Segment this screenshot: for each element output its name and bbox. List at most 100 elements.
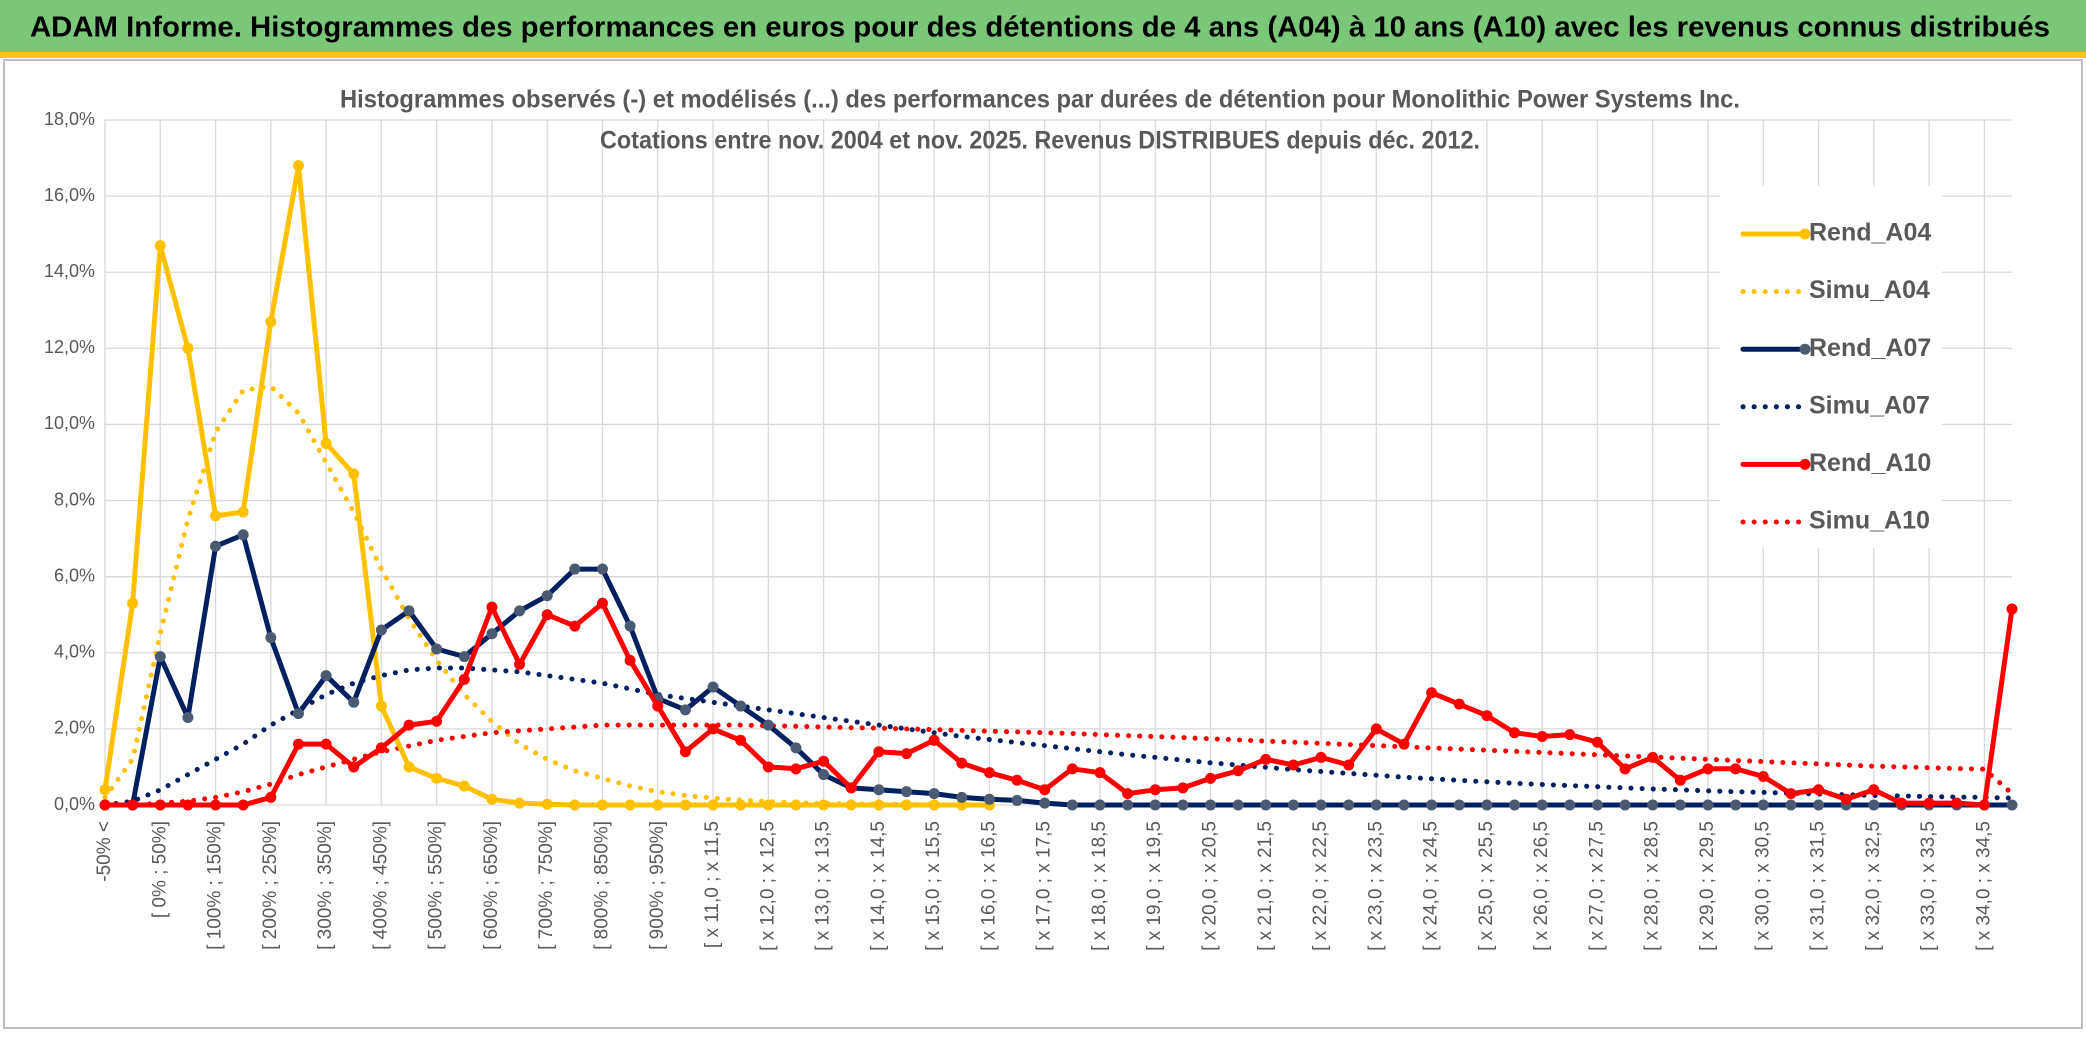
data-point xyxy=(210,510,222,522)
data-point xyxy=(154,651,166,663)
data-point xyxy=(1951,797,1963,809)
x-tick-label: [ x 12,0 ; x 12,5 xyxy=(757,821,778,951)
data-point xyxy=(1840,793,1852,805)
x-tick-label: [ x 34,0 ; x 34,5 xyxy=(1973,821,1994,951)
x-tick-label: [ x 20,0 ; x 20,5 xyxy=(1200,821,1221,951)
x-tick-label: [ 300% ; 350%] xyxy=(315,821,336,950)
data-point xyxy=(1094,799,1106,811)
data-point xyxy=(403,761,415,773)
data-point xyxy=(1591,799,1603,811)
x-tick-label: [ x 31,0 ; x 31,5 xyxy=(1808,821,1829,951)
data-point xyxy=(1564,729,1576,741)
x-tick-label: [ x 17,0 ; x 17,5 xyxy=(1034,821,1055,951)
data-point xyxy=(1122,799,1134,811)
data-point xyxy=(900,799,912,811)
y-tick-label: 8,0% xyxy=(54,489,95,509)
series-line xyxy=(102,600,2015,808)
data-point xyxy=(873,784,885,796)
data-point xyxy=(1232,765,1244,777)
data-point xyxy=(790,742,802,754)
data-point xyxy=(348,761,360,773)
data-point xyxy=(2006,799,2018,811)
data-point xyxy=(707,681,719,693)
series-line xyxy=(102,532,2015,808)
data-point xyxy=(1647,751,1659,763)
data-point xyxy=(348,696,360,708)
legend-marker xyxy=(1799,458,1811,470)
data-point xyxy=(1426,799,1438,811)
x-tick-label: [ 600% ; 650%] xyxy=(481,821,502,950)
data-point xyxy=(541,609,553,621)
y-tick-label: 2,0% xyxy=(54,718,95,738)
data-point xyxy=(1757,770,1769,782)
data-point xyxy=(1785,799,1797,811)
legend: Rend_A04 Simu_A04 Rend_A07 Simu_A07 Rend_A10… xyxy=(1740,219,1931,535)
data-point xyxy=(790,763,802,775)
data-point xyxy=(596,563,608,575)
x-tick-label: [ x 19,0 ; x 19,5 xyxy=(1144,821,1165,951)
data-point xyxy=(320,670,332,682)
x-tick-label: [ x 22,0 ; x 22,5 xyxy=(1310,821,1331,951)
x-tick-label: [ x 11,0 ; x 11,5 xyxy=(702,821,723,948)
y-tick-label: 0,0% xyxy=(54,794,95,814)
data-point xyxy=(2006,603,2018,615)
data-point xyxy=(679,799,691,811)
data-point xyxy=(458,780,470,792)
data-point xyxy=(1039,784,1051,796)
data-point xyxy=(237,506,249,518)
data-point xyxy=(182,342,194,354)
data-point xyxy=(1481,710,1493,722)
data-point xyxy=(486,793,498,805)
x-tick-label: [ x 28,0 ; x 28,5 xyxy=(1642,821,1663,951)
y-tick-label: 16,0% xyxy=(44,185,95,205)
data-point xyxy=(1813,799,1825,811)
data-point xyxy=(1509,727,1521,739)
data-point xyxy=(569,799,581,811)
data-point xyxy=(1343,759,1355,771)
data-point xyxy=(1232,799,1244,811)
data-point xyxy=(1453,799,1465,811)
data-point xyxy=(265,632,277,644)
data-point xyxy=(1287,759,1299,771)
data-point xyxy=(652,799,664,811)
data-point xyxy=(707,723,719,735)
data-point xyxy=(154,240,166,252)
data-point xyxy=(1730,763,1742,775)
data-point xyxy=(1398,738,1410,750)
data-point xyxy=(1619,763,1631,775)
data-point xyxy=(818,769,830,781)
x-tick-label: [ x 18,0 ; x 18,5 xyxy=(1089,821,1110,951)
data-point xyxy=(762,719,774,731)
y-tick-label: 4,0% xyxy=(54,642,95,662)
data-point xyxy=(1674,774,1686,786)
data-point xyxy=(596,597,608,609)
data-point xyxy=(1122,788,1134,800)
data-point xyxy=(1343,799,1355,811)
data-point xyxy=(1260,753,1272,765)
legend-marker xyxy=(1799,228,1811,240)
data-point xyxy=(292,738,304,750)
x-tick-label: -50% < xyxy=(94,821,115,882)
data-point xyxy=(707,799,719,811)
data-point xyxy=(983,793,995,805)
x-tick-label: [ x 32,0 ; x 32,5 xyxy=(1863,821,1884,951)
data-point xyxy=(624,620,636,632)
y-tick-label: 10,0% xyxy=(44,413,95,433)
data-point xyxy=(790,799,802,811)
data-point xyxy=(735,700,747,712)
legend-label: Simu_A10 xyxy=(1809,507,1930,535)
data-point xyxy=(375,624,387,636)
data-point xyxy=(292,160,304,172)
data-point xyxy=(900,786,912,798)
data-point xyxy=(1094,767,1106,779)
x-tick-label: [ 700% ; 750%] xyxy=(536,821,557,950)
data-point xyxy=(1039,797,1051,809)
data-point xyxy=(956,757,968,769)
data-point xyxy=(99,799,111,811)
y-tick-label: 6,0% xyxy=(54,565,95,585)
data-point xyxy=(1453,698,1465,710)
x-tick-label: [ x 16,0 ; x 16,5 xyxy=(978,821,999,951)
x-tick-label: [ 0% ; 50%] xyxy=(149,821,170,918)
data-point xyxy=(1674,799,1686,811)
